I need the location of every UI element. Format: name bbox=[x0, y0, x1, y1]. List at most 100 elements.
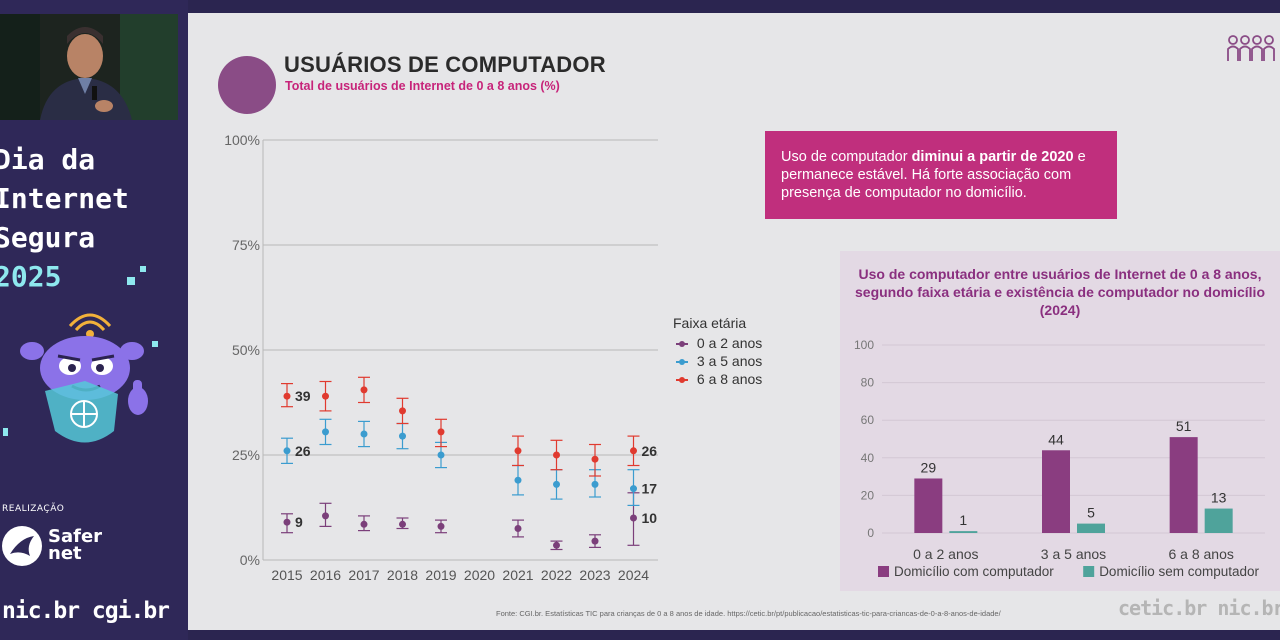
legend-label-0-2: 0 a 2 anos bbox=[696, 335, 763, 351]
slide-subtitle: Total de usuários de Internet de 0 a 8 a… bbox=[285, 79, 560, 93]
data-point bbox=[399, 520, 406, 528]
safernet-word-1: Safer bbox=[48, 526, 103, 547]
data-point bbox=[437, 428, 445, 436]
y-tick-label: 25% bbox=[232, 447, 260, 463]
key-finding-callout: Uso de computador diminui a partir de 20… bbox=[765, 131, 1117, 219]
bar-value-label: 5 bbox=[1087, 505, 1095, 521]
data-point bbox=[322, 428, 329, 436]
data-point bbox=[514, 525, 522, 532]
legend-marker-6-8 bbox=[673, 375, 693, 385]
slide-title: USUÁRIOS DE COMPUTADOR bbox=[284, 52, 606, 77]
data-point bbox=[553, 480, 560, 488]
data-label: 39 bbox=[295, 388, 311, 404]
data-point bbox=[630, 514, 637, 522]
x-tick-label: 2018 bbox=[387, 567, 418, 583]
data-point bbox=[591, 537, 599, 545]
legend-marker-0-2 bbox=[673, 339, 693, 349]
bar-value-label: 29 bbox=[921, 459, 937, 475]
bar-value-label: 1 bbox=[959, 512, 967, 528]
callout-text-bold: diminui a partir de 2020 bbox=[911, 149, 1074, 165]
y-tick-label: 60 bbox=[861, 413, 875, 427]
callout-text-after: e permanece estável. Há forte associação… bbox=[781, 149, 1086, 201]
title-circle-decoration bbox=[218, 56, 276, 114]
bar bbox=[1204, 508, 1233, 533]
event-title-line-2: Internet bbox=[0, 182, 129, 215]
y-tick-label: 0 bbox=[867, 526, 874, 540]
bar bbox=[1042, 450, 1070, 533]
data-point bbox=[553, 451, 560, 459]
chart-legend-title: Faixa etária bbox=[673, 315, 747, 331]
data-point bbox=[322, 392, 329, 400]
data-point bbox=[322, 512, 329, 520]
bar bbox=[914, 478, 943, 533]
legend-marker-3-5 bbox=[673, 357, 693, 367]
data-label: 26 bbox=[295, 443, 311, 459]
x-tick-label: 2023 bbox=[579, 567, 610, 583]
x-tick-label: 2021 bbox=[502, 567, 533, 583]
pixel-decoration bbox=[152, 341, 158, 347]
mascot-illustration bbox=[20, 313, 148, 443]
x-tick-label: 2017 bbox=[348, 567, 379, 583]
x-category-label: 0 a 2 anos bbox=[913, 546, 978, 562]
x-tick-label: 2020 bbox=[464, 567, 495, 583]
y-tick-label: 20 bbox=[861, 488, 875, 502]
data-point bbox=[360, 386, 368, 394]
x-tick-label: 2024 bbox=[618, 567, 649, 583]
data-point bbox=[283, 392, 291, 400]
bar-chart: 0 20 40 60 80 100 29 1 0 a 2 anos 44 5 3 a 5 anos 51… bbox=[854, 338, 1265, 579]
x-tick-label: 2022 bbox=[541, 567, 572, 583]
data-point bbox=[437, 522, 445, 530]
data-label: 9 bbox=[295, 514, 303, 530]
speaker-video bbox=[0, 14, 178, 120]
legend-label: Domicílio sem computador bbox=[1099, 564, 1259, 579]
legend-label-3-5: 3 a 5 anos bbox=[696, 353, 763, 369]
pixel-decoration bbox=[3, 428, 8, 436]
data-point bbox=[591, 455, 599, 463]
data-point bbox=[514, 476, 522, 484]
bar-chart-panel bbox=[840, 251, 1280, 591]
data-point bbox=[283, 447, 291, 455]
x-tick-label: 2016 bbox=[310, 567, 341, 583]
data-point bbox=[630, 485, 637, 493]
y-tick-label: 100% bbox=[224, 132, 260, 148]
y-tick-label: 75% bbox=[232, 237, 260, 253]
legend-item-3-5: 3 a 5 anos bbox=[673, 353, 762, 369]
data-point bbox=[514, 447, 522, 455]
data-point bbox=[630, 447, 637, 455]
safernet-wordmark: Safer net bbox=[48, 526, 103, 564]
legend-swatch bbox=[1083, 566, 1095, 577]
x-category-label: 3 a 5 anos bbox=[1041, 546, 1106, 562]
y-tick-label: 100 bbox=[854, 338, 874, 352]
bar bbox=[1077, 523, 1105, 533]
legend-item-6-8: 6 a 8 anos bbox=[673, 371, 762, 387]
pixel-decoration bbox=[127, 277, 135, 285]
legend-label: Domicílio com computador bbox=[894, 564, 1054, 579]
error-bar-chart: 0% 25% 50% 75% 100% 2015 2016 2017 2018 2019 2020 2… bbox=[224, 132, 658, 583]
data-point bbox=[399, 432, 406, 440]
legend-item-0-2: 0 a 2 anos bbox=[673, 335, 762, 351]
event-year: 2025 bbox=[0, 260, 62, 293]
data-point bbox=[360, 520, 368, 528]
event-title-line-3: Segura bbox=[0, 221, 96, 254]
data-label: 10 bbox=[642, 510, 658, 526]
safernet-word-2: net bbox=[48, 543, 82, 564]
data-point bbox=[553, 541, 560, 549]
bar-chart-title: Uso de computador entre usuários de Inte… bbox=[855, 266, 1265, 318]
bar-value-label: 51 bbox=[1176, 418, 1192, 434]
data-point bbox=[591, 480, 599, 488]
bar bbox=[1169, 437, 1198, 533]
data-point bbox=[360, 430, 368, 438]
data-label: 17 bbox=[642, 481, 658, 497]
family-icon bbox=[1227, 35, 1275, 61]
pixel-decoration bbox=[140, 266, 146, 272]
y-tick-label: 80 bbox=[861, 376, 875, 390]
bar bbox=[949, 531, 978, 533]
data-point bbox=[437, 451, 445, 459]
y-tick-label: 50% bbox=[232, 342, 260, 358]
legend-label-6-8: 6 a 8 anos bbox=[696, 371, 763, 387]
source-note: Fonte: CGI.br. Estatísticas TIC para cri… bbox=[496, 609, 1001, 618]
data-point bbox=[399, 407, 406, 415]
footer-logos: cetic.br nic.br cgi.br bbox=[1118, 596, 1280, 620]
y-tick-label: 40 bbox=[861, 451, 875, 465]
data-label: 26 bbox=[642, 443, 658, 459]
